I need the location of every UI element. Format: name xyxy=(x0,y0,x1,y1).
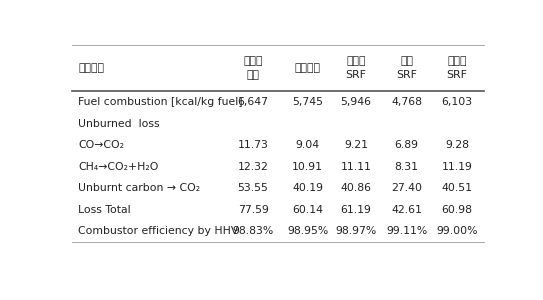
Text: 27.40: 27.40 xyxy=(391,183,422,193)
Text: 9.21: 9.21 xyxy=(344,140,368,150)
Text: 분석항목: 분석항목 xyxy=(78,63,104,73)
Text: 40.51: 40.51 xyxy=(441,183,472,193)
Text: 5,946: 5,946 xyxy=(340,97,371,107)
Text: Unburned  loss: Unburned loss xyxy=(78,119,160,129)
Text: 98.95%: 98.95% xyxy=(287,226,329,236)
Text: 40.86: 40.86 xyxy=(340,183,371,193)
Text: Fuel combustion [kcal/kg fuel]: Fuel combustion [kcal/kg fuel] xyxy=(78,97,243,107)
Text: 수도권
SRF: 수도권 SRF xyxy=(447,56,468,80)
Text: 98.83%: 98.83% xyxy=(232,226,274,236)
Text: 목재펠렛: 목재펠렛 xyxy=(295,63,321,73)
Text: 6,647: 6,647 xyxy=(237,97,269,107)
Text: 98.97%: 98.97% xyxy=(336,226,377,236)
Text: 11.11: 11.11 xyxy=(340,162,371,172)
Text: 9.28: 9.28 xyxy=(445,140,469,150)
Text: 5,745: 5,745 xyxy=(292,97,323,107)
Text: 유연탄
전소: 유연탄 전소 xyxy=(243,56,263,80)
Text: 61.19: 61.19 xyxy=(340,205,371,214)
Text: 9.04: 9.04 xyxy=(296,140,320,150)
Text: 바이오
SRF: 바이오 SRF xyxy=(346,56,367,80)
Text: 4,768: 4,768 xyxy=(391,97,422,107)
Text: 11.73: 11.73 xyxy=(238,140,268,150)
Text: CH₄→CO₂+H₂O: CH₄→CO₂+H₂O xyxy=(78,162,159,172)
Text: 8.31: 8.31 xyxy=(395,162,419,172)
Text: CO→CO₂: CO→CO₂ xyxy=(78,140,124,150)
Text: 53.55: 53.55 xyxy=(238,183,268,193)
Text: 순천
SRF: 순천 SRF xyxy=(396,56,417,80)
Text: Unburnt carbon → CO₂: Unburnt carbon → CO₂ xyxy=(78,183,200,193)
Text: 6.89: 6.89 xyxy=(395,140,419,150)
Text: 60.14: 60.14 xyxy=(292,205,323,214)
Text: 60.98: 60.98 xyxy=(441,205,472,214)
Text: 10.91: 10.91 xyxy=(292,162,323,172)
Text: 12.32: 12.32 xyxy=(238,162,268,172)
Text: 99.00%: 99.00% xyxy=(437,226,478,236)
Text: Combustor efficiency by HHV: Combustor efficiency by HHV xyxy=(78,226,239,236)
Text: 42.61: 42.61 xyxy=(391,205,422,214)
Text: 99.11%: 99.11% xyxy=(386,226,427,236)
Text: 6,103: 6,103 xyxy=(441,97,473,107)
Text: 77.59: 77.59 xyxy=(238,205,268,214)
Text: Loss Total: Loss Total xyxy=(78,205,131,214)
Text: 11.19: 11.19 xyxy=(441,162,472,172)
Text: 40.19: 40.19 xyxy=(292,183,323,193)
